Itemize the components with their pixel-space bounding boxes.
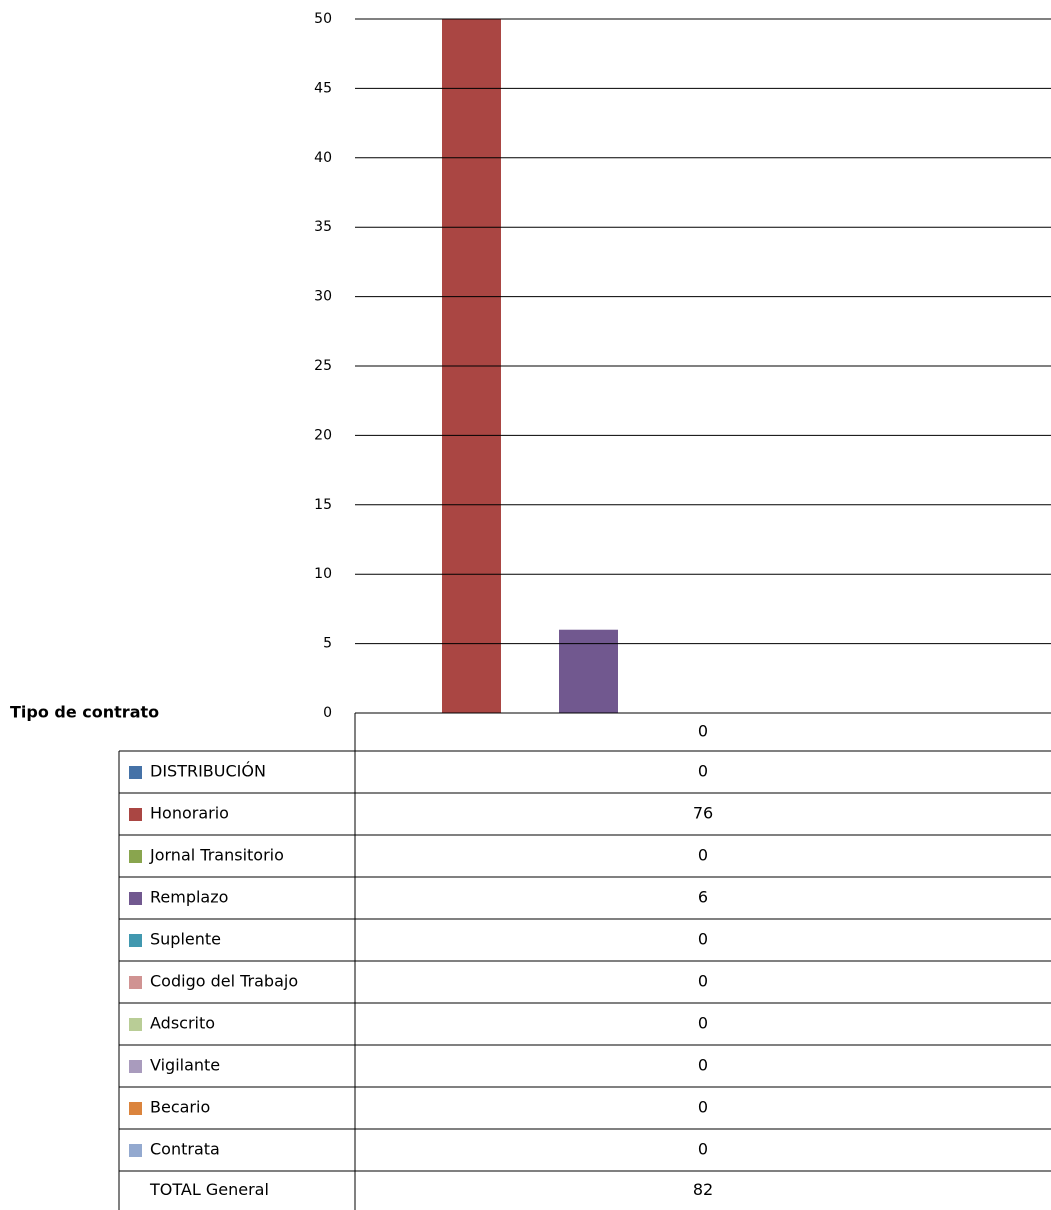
legend-label: DISTRIBUCIÓN xyxy=(150,762,266,781)
legend-swatch xyxy=(129,892,142,905)
plot-area xyxy=(442,19,618,713)
table-value: 0 xyxy=(698,1140,708,1159)
table-value: 0 xyxy=(698,1098,708,1117)
table-value: 0 xyxy=(698,762,708,781)
total-value: 82 xyxy=(693,1180,713,1199)
table-value: 6 xyxy=(698,888,708,907)
table-value: 0 xyxy=(698,846,708,865)
y-tick-label: 45 xyxy=(314,80,332,96)
y-tick-label: 0 xyxy=(323,705,332,721)
table-value: 0 xyxy=(698,1014,708,1033)
legend-label: Codigo del Trabajo xyxy=(150,972,298,991)
legend-swatch xyxy=(129,850,142,863)
legend-label: Remplazo xyxy=(150,888,228,907)
legend-swatch xyxy=(129,934,142,947)
legend-label: Honorario xyxy=(150,804,229,823)
legend-label: Suplente xyxy=(150,930,221,949)
legend-label: Jornal Transitorio xyxy=(149,846,284,865)
legend-swatch xyxy=(129,976,142,989)
legend-swatch xyxy=(129,1144,142,1157)
legend-swatch xyxy=(129,766,142,779)
table-value: 0 xyxy=(698,972,708,991)
legend-swatch xyxy=(129,808,142,821)
table-value: 0 xyxy=(698,1056,708,1075)
legend-label: Becario xyxy=(150,1098,210,1117)
legend-swatch xyxy=(129,1060,142,1073)
total-label: TOTAL General xyxy=(149,1180,269,1199)
bar xyxy=(559,629,618,713)
y-tick-label: 10 xyxy=(314,566,332,582)
table-value: 0 xyxy=(698,930,708,949)
legend-label: Contrata xyxy=(150,1140,220,1159)
y-tick-label: 5 xyxy=(323,636,332,652)
bar xyxy=(442,19,501,713)
y-tick-label: 35 xyxy=(314,219,332,235)
legend-label: Vigilante xyxy=(150,1056,220,1075)
legend-swatch xyxy=(129,1102,142,1115)
y-tick-label: 15 xyxy=(314,497,332,513)
table-value: 76 xyxy=(693,804,713,823)
y-tick-label: 50 xyxy=(314,11,332,27)
legend-label: Adscrito xyxy=(150,1014,215,1033)
legend-title: Tipo de contrato xyxy=(10,703,159,722)
y-tick-label: 25 xyxy=(314,358,332,374)
y-tick-label: 30 xyxy=(314,289,332,305)
y-tick-label: 40 xyxy=(314,150,332,166)
category-label: 0 xyxy=(698,722,708,741)
y-tick-label: 20 xyxy=(314,427,332,443)
legend-swatch xyxy=(129,1018,142,1031)
